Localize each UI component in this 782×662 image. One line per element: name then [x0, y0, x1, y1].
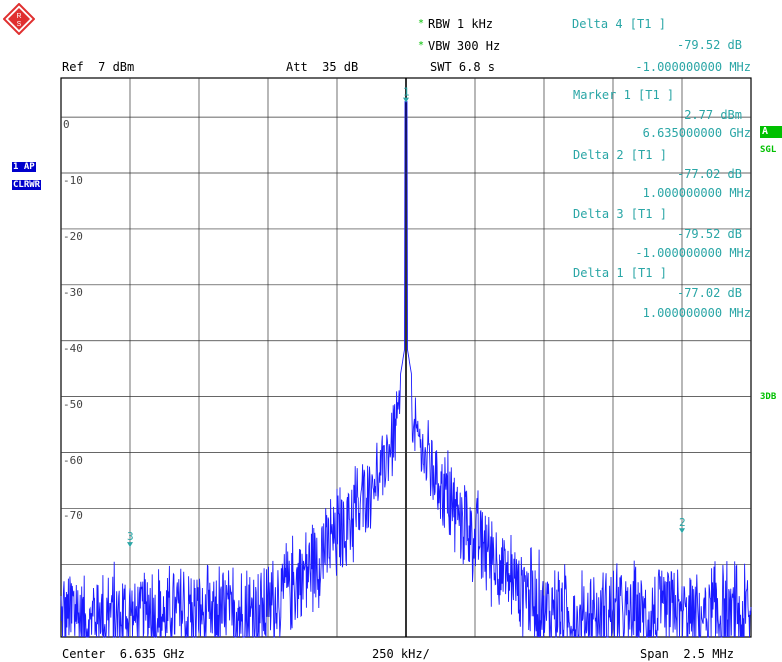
center-frequency-label: Center 6.635 GHz	[62, 647, 185, 661]
marker1-title: Marker 1 [T1 ]	[573, 88, 675, 102]
span-label: Span 2.5 MHz	[640, 647, 734, 661]
y-tick-label: -60	[63, 453, 83, 467]
marker-3-label: 3	[127, 530, 134, 543]
delta1-level: -77.02 dB	[676, 286, 742, 300]
rbw-star-icon: *	[418, 18, 425, 29]
delta2-freq: 1.000000000 MHz	[642, 186, 751, 200]
y-tick-label: -50	[63, 397, 83, 411]
sweep-time-label: SWT 6.8 s	[430, 60, 496, 74]
marker1-level: 2.77 dBm	[684, 108, 742, 122]
marker-group: 1 2 3	[127, 86, 686, 548]
delta1-freq: 1.000000000 MHz	[642, 306, 751, 320]
marker-2-label: 2	[679, 516, 686, 529]
attenuation-label: Att 35 dB	[286, 60, 359, 74]
delta1-title: Delta 1 [T1 ]	[573, 266, 667, 280]
delta2-title: Delta 2 [T1 ]	[573, 148, 667, 162]
marker1-freq: 6.635000000 GHz	[642, 126, 751, 140]
rohde-schwarz-logo-icon: R S	[3, 3, 35, 35]
y-tick-label: 0	[63, 118, 70, 132]
svg-text:S: S	[17, 21, 22, 28]
delta4-title: Delta 4 [T1 ]	[572, 17, 666, 31]
delta3-title: Delta 3 [T1 ]	[573, 207, 667, 221]
delta2-level: -77.02 dB	[676, 167, 742, 181]
frequency-division-label: 250 kHz/	[372, 647, 430, 661]
delta3-freq: -1.000000000 MHz	[635, 246, 751, 260]
y-tick-label: -70	[63, 509, 83, 523]
y-tick-label: -40	[63, 341, 83, 355]
sgl-badge: SGL	[760, 145, 777, 155]
y-tick-label: -30	[63, 285, 83, 299]
marker-3-icon	[127, 542, 133, 548]
a-badge: A	[760, 126, 782, 138]
y-tick-label: -20	[63, 229, 83, 243]
trace-badge: 1 AP	[12, 162, 36, 172]
trace-mode-badge: CLRWR	[12, 180, 42, 190]
reference-level-label: Ref 7 dBm	[62, 60, 135, 74]
marker-2-icon	[679, 528, 685, 534]
delta4-freq: -1.000000000 MHz	[635, 60, 751, 74]
delta4-level: -79.52 dB	[676, 38, 742, 52]
3db-badge: 3DB	[760, 392, 777, 402]
delta3-level: -79.52 dB	[676, 227, 742, 241]
marker-1-icon	[403, 97, 409, 103]
y-tick-label: -10	[63, 174, 83, 188]
vbw-label: VBW 300 Hz	[428, 39, 501, 53]
rbw-label: RBW 1 kHz	[428, 17, 494, 31]
vbw-star-icon: *	[418, 40, 425, 51]
svg-text:R: R	[16, 13, 21, 20]
marker-1-label: 1	[403, 86, 410, 99]
plot-grid	[60, 77, 752, 638]
